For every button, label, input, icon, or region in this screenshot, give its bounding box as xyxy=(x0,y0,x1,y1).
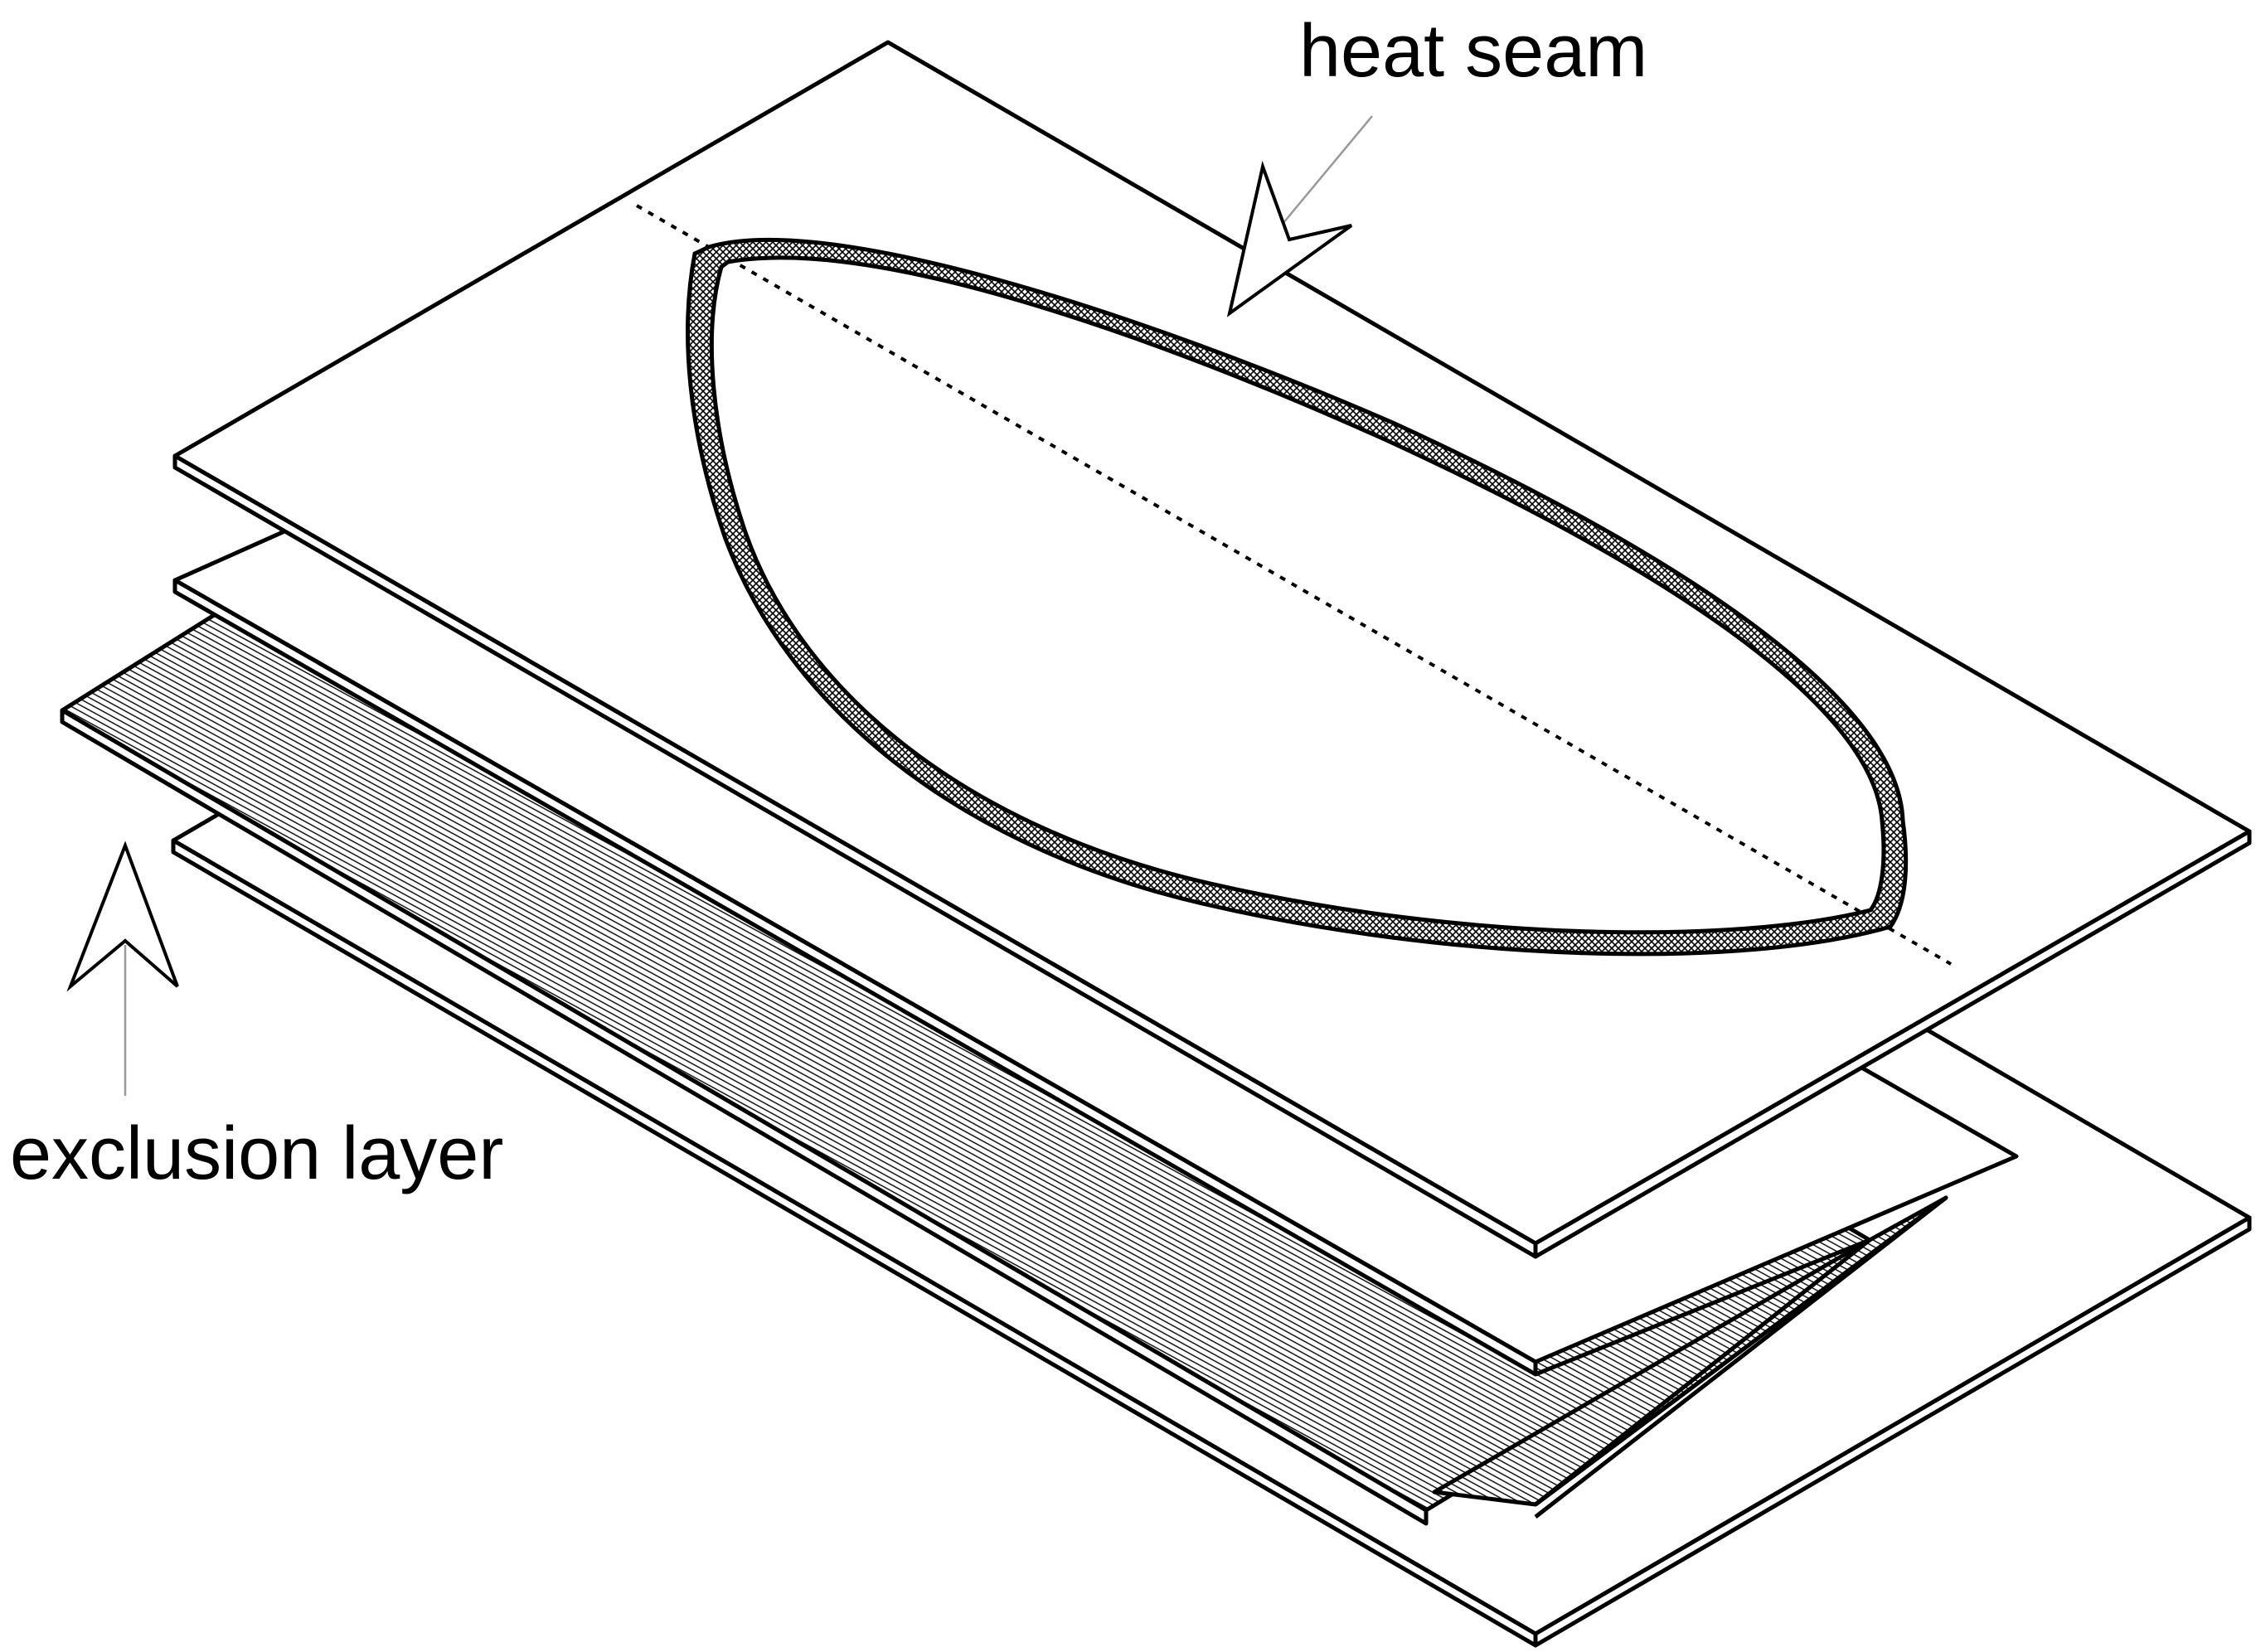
exclusion-layer-label: exclusion layer xyxy=(10,1112,503,1195)
heat-seam-arrow-icon xyxy=(1226,115,1373,317)
heat-seam-label: heat seam xyxy=(1299,10,1647,93)
heat-seam-ring xyxy=(686,237,1909,957)
exclusion-layer-arrow-icon xyxy=(66,841,179,1096)
folded-corner-edges xyxy=(1432,1195,1948,1519)
fold-centerline xyxy=(636,204,1952,966)
